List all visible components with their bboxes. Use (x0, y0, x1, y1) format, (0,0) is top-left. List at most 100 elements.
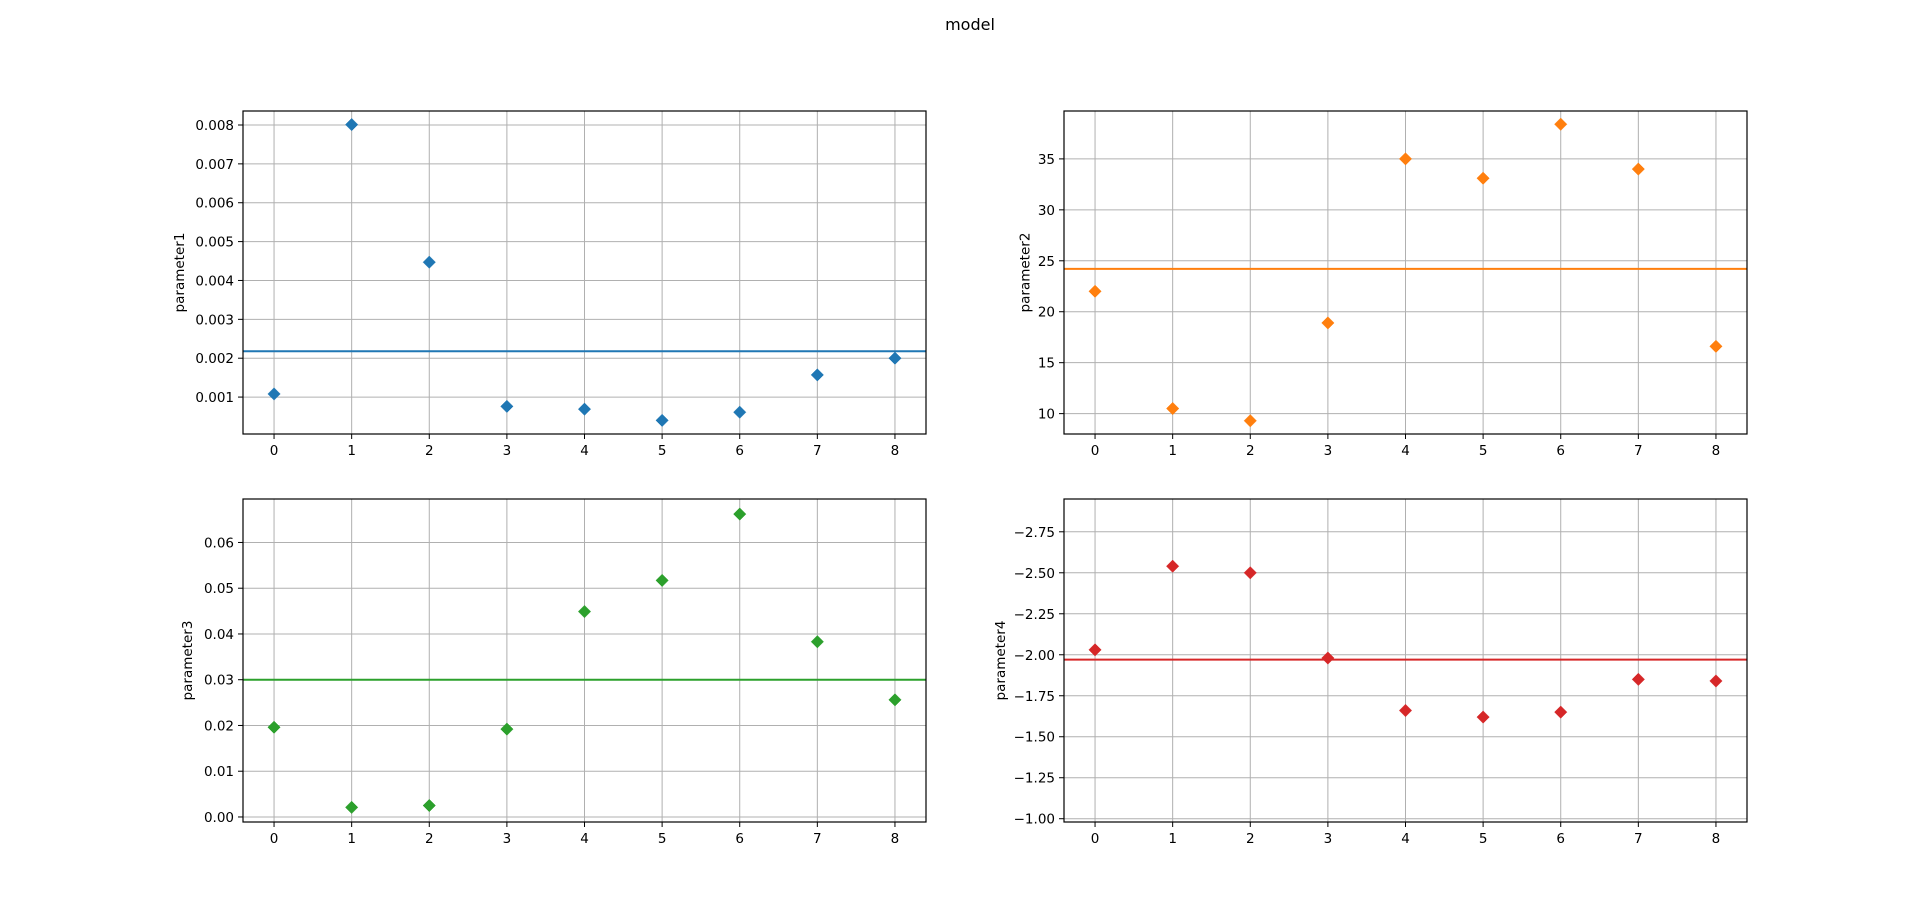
x-tick-label: 3 (503, 831, 512, 847)
y-tick-label: 0.04 (204, 627, 234, 643)
x-tick-label: 3 (503, 443, 512, 459)
x-tick-label: 1 (1168, 443, 1177, 459)
data-point (500, 722, 514, 736)
y-tick-label: 0.008 (195, 118, 234, 134)
data-point (1243, 566, 1257, 580)
axes-frame (1063, 498, 1748, 823)
x-tick-label: 6 (735, 443, 744, 459)
subplot-parameter2: 0 1 2 3 4 5 6 7 8 10 15 20 25 30 35 parameter2 (1018, 110, 1748, 459)
x-tick-label: 2 (1246, 443, 1255, 459)
x-tick-label: 1 (347, 443, 356, 459)
data-point (1709, 339, 1723, 353)
subplot-parameter4: 0 1 2 3 4 5 6 7 8 −2.75 −2.50 −2.25 −2.00 −1.75 −1.50 −… (993, 498, 1748, 847)
y-tick-label: −1.25 (1014, 771, 1055, 787)
y-tick-label: 0.02 (204, 718, 234, 734)
x-tick-label: 5 (658, 831, 667, 847)
y-tick-label: 15 (1038, 356, 1055, 372)
data-point (733, 507, 747, 521)
x-tick-label: 0 (1091, 443, 1100, 459)
x-tick-label: 8 (1712, 443, 1721, 459)
x-tick-label: 3 (1324, 831, 1333, 847)
x-tick-label: 7 (1634, 443, 1643, 459)
y-tick-label: 30 (1038, 203, 1055, 219)
data-point (1398, 152, 1413, 166)
x-tick-label: 1 (1168, 831, 1177, 847)
y-tick-label: −1.50 (1014, 730, 1055, 746)
data-point (888, 351, 902, 365)
x-tick-label: 4 (580, 831, 589, 847)
y-tick-label: 0.003 (195, 312, 234, 328)
y-tick-label: 0.00 (204, 810, 234, 826)
x-tick-label: 6 (1556, 443, 1565, 459)
grid (243, 499, 926, 822)
data-point (500, 399, 514, 413)
x-tick-label: 2 (1246, 831, 1255, 847)
data-point (810, 635, 824, 649)
axes-frame (242, 498, 927, 823)
y-axis-label: parameter4 (993, 621, 1009, 701)
y-tick-label: 0.002 (195, 351, 234, 367)
data-point (1398, 703, 1413, 718)
y-tick-label: 0.006 (195, 196, 234, 212)
data-point (345, 800, 359, 814)
y-tick-label: 35 (1038, 152, 1055, 168)
x-tick-label: 0 (270, 831, 279, 847)
data-point (1088, 643, 1102, 657)
data-point (267, 720, 281, 734)
axes-frame (1063, 110, 1748, 435)
x-tick-label: 7 (813, 443, 822, 459)
data-point (577, 402, 592, 416)
y-tick-label: −2.75 (1014, 525, 1055, 541)
data-point (345, 118, 359, 132)
y-tick-label: 0.01 (204, 764, 234, 780)
data-point (1243, 414, 1257, 428)
y-tick-label: −1.00 (1014, 812, 1055, 828)
y-tick-label: −2.50 (1014, 566, 1055, 582)
x-tick-label: 7 (813, 831, 822, 847)
data-point (1631, 672, 1645, 686)
x-tick-label: 1 (347, 831, 356, 847)
x-tick-label: 3 (1324, 443, 1333, 459)
grid (1064, 111, 1747, 434)
data-point (422, 255, 436, 269)
data-point (1166, 559, 1180, 573)
x-tick-label: 5 (1479, 831, 1488, 847)
data-point (1554, 705, 1568, 719)
x-tick-label: 8 (891, 831, 900, 847)
y-tick-label: 0.005 (195, 235, 234, 251)
data-point (888, 693, 902, 707)
y-tick-label: −1.75 (1014, 689, 1055, 705)
data-point (1476, 171, 1490, 185)
data-point (1321, 651, 1335, 665)
data-point (655, 573, 669, 587)
x-tick-label: 0 (1091, 831, 1100, 847)
x-tick-label: 0 (270, 443, 279, 459)
subplot-parameter3: 0 1 2 3 4 5 6 7 8 0.00 0.01 0.02 0.03 0.04 0.05 0.06 par… (180, 498, 927, 847)
y-tick-label: 0.05 (204, 581, 234, 597)
x-tick-label: 4 (580, 443, 589, 459)
y-axis-label: parameter3 (180, 621, 196, 701)
y-axis-label: parameter1 (172, 233, 188, 313)
x-tick-label: 6 (1556, 831, 1565, 847)
data-point (1476, 710, 1490, 724)
y-tick-label: 0.001 (195, 390, 234, 406)
data-point (577, 604, 592, 619)
y-tick-label: 0.03 (204, 673, 234, 689)
x-tick-label: 4 (1401, 443, 1410, 459)
y-tick-label: 10 (1038, 407, 1055, 423)
data-point (422, 798, 436, 813)
data-point (810, 368, 824, 382)
data-point (1088, 284, 1102, 298)
data-point (1631, 162, 1645, 176)
x-tick-label: 8 (891, 443, 900, 459)
y-tick-label: 25 (1038, 254, 1055, 270)
x-tick-label: 2 (425, 831, 434, 847)
y-tick-label: 0.06 (204, 535, 234, 551)
x-tick-label: 4 (1401, 831, 1410, 847)
figure-suptitle: model (945, 15, 995, 34)
data-point (733, 405, 747, 419)
axes-frame (242, 110, 927, 435)
y-axis-label: parameter2 (1018, 233, 1034, 313)
y-tick-label: 0.007 (195, 157, 234, 173)
